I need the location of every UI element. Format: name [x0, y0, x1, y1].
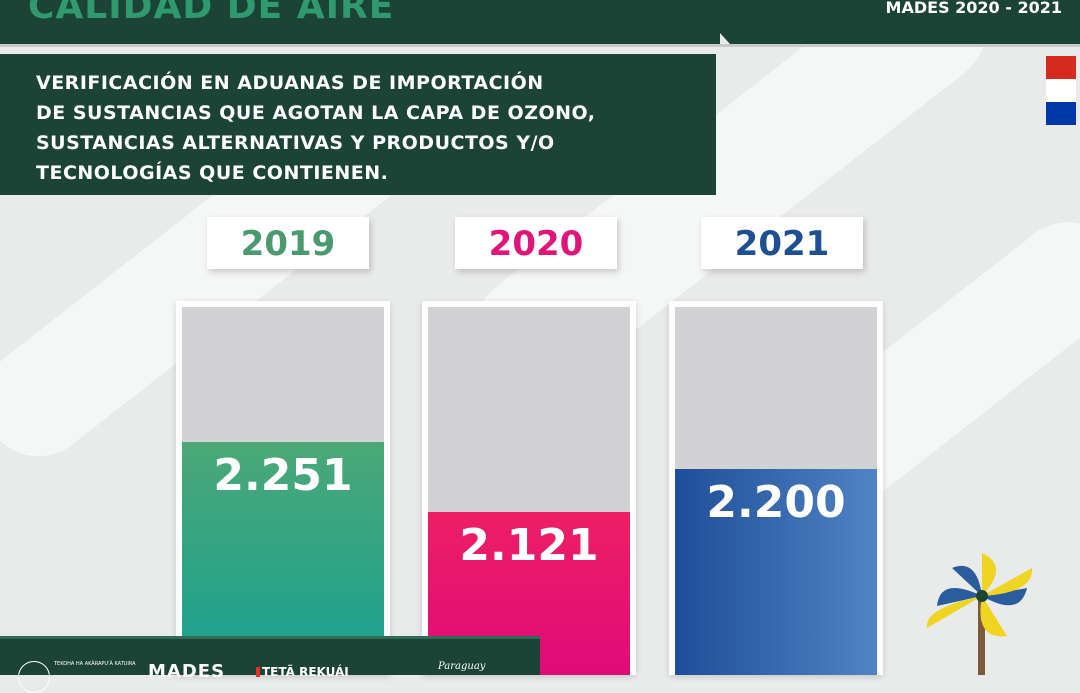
bar-value-2020: 2.121 [459, 520, 599, 571]
header-divider [0, 44, 1080, 47]
slogan-logo: TETÃ REKUÁI [262, 665, 349, 679]
bar-frame-2020: 2.121 [422, 301, 636, 675]
seal-icon [18, 661, 50, 693]
header-bar [0, 0, 720, 44]
subtitle-box: VERIFICACIÓN EN ADUANAS DE IMPORTACIÓN D… [0, 54, 716, 195]
red-mark-icon [256, 667, 260, 677]
header-bar-right [690, 0, 1080, 44]
bar-value-2019: 2.251 [213, 450, 353, 501]
page-title: CALIDAD DE AIRE [28, 0, 395, 27]
subtitle-line: SUSTANCIAS ALTERNATIVAS Y PRODUCTOS Y/O [36, 132, 555, 154]
year-label-2021: 2021 [701, 217, 863, 269]
paraguay-flag-icon [1046, 56, 1076, 125]
period-label: MADES 2020 - 2021 [885, 0, 1062, 17]
flag-stripe-blue [1046, 102, 1076, 125]
year-label-2019: 2019 [207, 217, 369, 269]
pinwheel-icon [926, 553, 1033, 675]
flag-stripe-white [1046, 79, 1076, 102]
flag-stripe-red [1046, 56, 1076, 79]
bar-frame-2019: 2.251 [176, 301, 390, 675]
subtitle-line: DE SUSTANCIAS QUE AGOTAN LA CAPA DE OZON… [36, 102, 596, 124]
subtitle-line: TECNOLOGÍAS QUE CONTIENEN. [36, 162, 389, 184]
mades-logo: MADES [148, 661, 226, 682]
year-label-2020: 2020 [455, 217, 617, 269]
paraguay-logo: Paraguay [438, 661, 486, 672]
bar-frame-2021: 2.200 [669, 301, 883, 675]
footer-bar: TEKOHA HA AKÃRAPU'Ã KATUIRA MADES TETÃ R… [0, 636, 540, 693]
subtitle-line: VERIFICACIÓN EN ADUANAS DE IMPORTACIÓN [36, 72, 544, 94]
bar-value-2021: 2.200 [706, 477, 846, 528]
bar-2021 [675, 469, 877, 675]
footer-small-text: TEKOHA HA AKÃRAPU'Ã KATUIRA [54, 661, 136, 667]
